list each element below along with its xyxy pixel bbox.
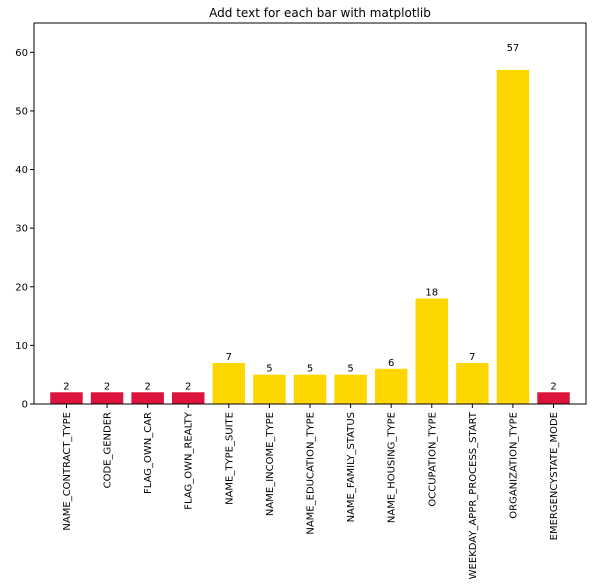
y-tick-label: 40 xyxy=(15,165,28,176)
bar-name-income-type xyxy=(253,374,286,404)
bar-emergencystate-mode xyxy=(537,392,570,404)
bar-occupation-type xyxy=(415,298,448,404)
x-tick-label: NAME_FAMILY_STATUS xyxy=(346,412,357,522)
bar-organization-type xyxy=(496,69,530,405)
data-label: 5 xyxy=(307,364,313,375)
data-label: 7 xyxy=(469,352,475,363)
data-label: 7 xyxy=(226,352,232,363)
data-labels-group: 2 2 2 2 7 5 5 5 6 18 7 57 2 xyxy=(63,43,556,392)
data-label: 5 xyxy=(347,364,353,375)
data-label: 5 xyxy=(266,364,272,375)
x-tick-label: ORGANIZATION_TYPE xyxy=(508,412,519,519)
bar-flag-own-car xyxy=(131,392,164,404)
chart-title: Add text for each bar with matplotlib xyxy=(209,6,431,20)
bar-name-family-status xyxy=(334,374,367,404)
data-label: 2 xyxy=(144,381,150,392)
bar-weekday-appr-process-start xyxy=(456,362,489,404)
bar-name-education-type xyxy=(293,374,327,404)
x-tick-label: EMERGENCYSTATE_MODE xyxy=(549,412,560,540)
bar-name-type-suite xyxy=(212,362,246,404)
x-tick-label: NAME_INCOME_TYPE xyxy=(265,412,276,516)
y-tick-label: 50 xyxy=(15,106,28,117)
x-tick-label: FLAG_OWN_CAR xyxy=(143,412,154,494)
data-label: 2 xyxy=(63,381,69,392)
x-tick-label: OCCUPATION_TYPE xyxy=(427,412,438,507)
x-tick-label: FLAG_OWN_REALTY xyxy=(184,411,195,510)
x-tick-label: NAME_TYPE_SUITE xyxy=(224,412,235,505)
data-label: 2 xyxy=(185,381,191,392)
data-label: 2 xyxy=(550,381,556,392)
y-tick-label: 30 xyxy=(15,224,28,235)
plot-frame xyxy=(33,22,587,405)
y-tick-label: 0 xyxy=(22,400,28,411)
x-axis: NAME_CONTRACT_TYPE CODE_GENDER FLAG_OWN_CA… xyxy=(62,404,560,579)
x-tick-label: NAME_CONTRACT_TYPE xyxy=(62,412,73,531)
bar-name-contract-type xyxy=(50,392,83,404)
x-tick-label: WEEKDAY_APPR_PROCESS_START xyxy=(468,411,479,579)
y-axis: 0 10 20 30 40 50 60 xyxy=(15,48,34,411)
data-label: 6 xyxy=(388,358,394,369)
x-tick-label: NAME_HOUSING_TYPE xyxy=(387,412,398,523)
x-tick-label: NAME_EDUCATION_TYPE xyxy=(306,412,317,535)
data-label: 18 xyxy=(425,287,438,298)
bar-flag-own-realty xyxy=(172,392,205,404)
bars-group xyxy=(50,69,570,405)
y-tick-label: 20 xyxy=(15,282,28,293)
x-tick-label: CODE_GENDER xyxy=(103,412,114,488)
y-tick-label: 60 xyxy=(15,48,28,59)
data-label: 57 xyxy=(507,43,520,54)
y-tick-label: 10 xyxy=(15,341,28,352)
data-label: 2 xyxy=(104,381,110,392)
bar-code-gender xyxy=(90,392,124,404)
bar-name-housing-type xyxy=(374,368,408,404)
